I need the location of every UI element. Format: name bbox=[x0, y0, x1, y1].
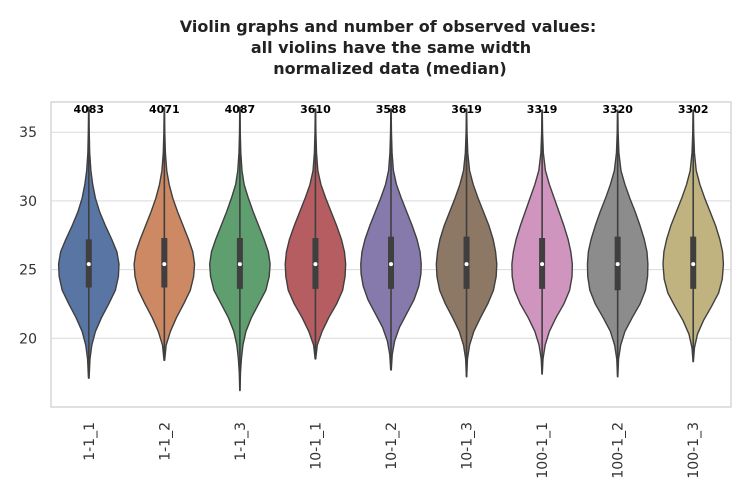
count-label-1-1_1: 4083 bbox=[73, 103, 104, 116]
count-label-10-1_2: 3588 bbox=[376, 103, 407, 116]
violin-10-1_2 bbox=[360, 108, 422, 371]
violin-100-1_2 bbox=[586, 109, 649, 378]
count-label-10-1_3: 3619 bbox=[451, 103, 482, 116]
count-label-10-1_1: 3610 bbox=[300, 103, 331, 116]
violin-100-1_1 bbox=[511, 109, 574, 375]
x-tick-label-10-1_3: 10-1_3 bbox=[460, 422, 476, 470]
x-tick-label-10-1_1: 10-1_1 bbox=[308, 422, 324, 470]
y-tick-label: 35 bbox=[19, 125, 37, 141]
x-tick-label-100-1_3: 100-1_3 bbox=[686, 422, 702, 479]
violin-10-1_1 bbox=[284, 108, 347, 360]
violin-median-dot bbox=[162, 262, 167, 267]
violin-median-dot bbox=[237, 262, 242, 267]
chart-title-line-2: all violins have the same width bbox=[251, 38, 531, 57]
x-tick-label-1-1_2: 1-1_2 bbox=[157, 422, 173, 461]
count-label-100-1_3: 3302 bbox=[678, 103, 709, 116]
chart-title: Violin graphs and number of observed val… bbox=[180, 17, 596, 78]
x-tick-label-100-1_1: 100-1_1 bbox=[535, 422, 551, 479]
violin-median-dot bbox=[86, 262, 91, 267]
violin-100-1_3 bbox=[662, 109, 725, 363]
count-label-100-1_2: 3320 bbox=[602, 103, 633, 116]
count-label-100-1_1: 3319 bbox=[527, 103, 558, 116]
count-label-1-1_3: 4087 bbox=[225, 103, 256, 116]
violin-median-dot bbox=[691, 262, 696, 267]
count-labels: 4083 4071 4087 3610 3588 3619 3319 3320 3302 bbox=[73, 103, 708, 116]
violin-1-1_1 bbox=[57, 106, 120, 379]
violin-median-dot bbox=[389, 262, 393, 267]
y-tick-label: 25 bbox=[19, 263, 37, 279]
y-axis-ticks: 20 25 30 35 bbox=[19, 125, 37, 347]
violin-median-dot bbox=[540, 262, 545, 267]
violin-median-dot bbox=[313, 262, 318, 267]
violin-median-dot bbox=[615, 262, 620, 267]
count-label-1-1_2: 4071 bbox=[149, 103, 180, 116]
chart-title-line-3: normalized data (median) bbox=[273, 59, 506, 78]
x-axis-ticks: 1-1_1 1-1_2 1-1_3 10-1_1 10-1_2 10-1_3 100-1_1… bbox=[82, 422, 702, 479]
y-tick-label: 30 bbox=[19, 194, 37, 210]
violin-10-1_3 bbox=[435, 108, 498, 378]
x-tick-label-10-1_2: 10-1_2 bbox=[384, 422, 400, 470]
violin-1-1_2 bbox=[133, 106, 196, 361]
x-tick-label-1-1_3: 1-1_3 bbox=[233, 422, 249, 461]
chart-title-line-1: Violin graphs and number of observed val… bbox=[180, 17, 596, 36]
x-tick-label-100-1_2: 100-1_2 bbox=[611, 422, 627, 479]
violin-1-1_3 bbox=[208, 106, 271, 392]
violin-median-dot bbox=[464, 262, 469, 267]
x-tick-label-1-1_1: 1-1_1 bbox=[82, 422, 98, 461]
violins bbox=[57, 106, 725, 392]
y-tick-label: 20 bbox=[19, 331, 37, 347]
